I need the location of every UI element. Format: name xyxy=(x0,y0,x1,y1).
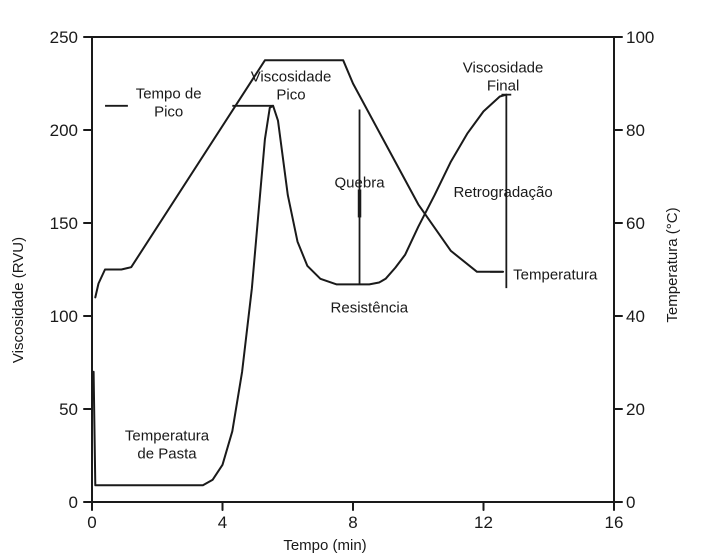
y2-tick-label: 100 xyxy=(626,28,654,47)
label-resistencia: Resistência xyxy=(331,299,409,316)
viscosity-line xyxy=(92,93,508,487)
y2-tick-label: 0 xyxy=(626,493,635,512)
label-viscosidade-pico: Viscosidade Pico xyxy=(251,69,332,104)
y-tick-label: 200 xyxy=(50,121,78,140)
x-tick-label: 4 xyxy=(218,513,227,532)
label-tempo-pico: Tempo de Pico xyxy=(136,85,202,120)
label-retrogradacao: Retrogradação xyxy=(453,184,552,201)
x-axis-ticks: 0 4 8 12 16 xyxy=(87,501,624,532)
y-tick-label: 150 xyxy=(50,214,78,233)
y2-axis-title: Temperatura (°C) xyxy=(664,207,681,322)
series-lines xyxy=(92,59,508,487)
y-tick-label: 0 xyxy=(69,493,78,512)
y-tick-label: 250 xyxy=(50,28,78,47)
x-tick-label: 0 xyxy=(87,513,96,532)
y-axis-title: Viscosidade (RVU) xyxy=(10,237,27,363)
y-tick-label: 50 xyxy=(59,400,78,419)
y2-axis-ticks: 0 20 40 60 80 100 xyxy=(613,28,654,512)
label-viscosidade-final: Viscosidade Final xyxy=(463,59,544,94)
y2-tick-label: 80 xyxy=(626,121,645,140)
x-axis-title: Tempo (min) xyxy=(283,537,366,554)
x-tick-label: 8 xyxy=(348,513,357,532)
annotation-labels: Tempo de Pico Viscosidade Pico Quebra Viscosi… xyxy=(125,59,598,462)
y-axis-ticks: 0 50 100 150 200 250 xyxy=(50,28,93,512)
label-quebra: Quebra xyxy=(335,175,386,192)
y2-tick-label: 40 xyxy=(626,307,645,326)
y-tick-label: 100 xyxy=(50,307,78,326)
temperature-line xyxy=(94,59,505,299)
label-temperatura-de-pasta: Temperatura de Pasta xyxy=(125,428,210,463)
y2-tick-label: 20 xyxy=(626,400,645,419)
label-temperatura: Temperatura xyxy=(513,267,598,284)
annotation-markers xyxy=(105,93,512,289)
y2-tick-label: 60 xyxy=(626,214,645,233)
x-tick-label: 12 xyxy=(474,513,493,532)
x-tick-label: 16 xyxy=(605,513,624,532)
